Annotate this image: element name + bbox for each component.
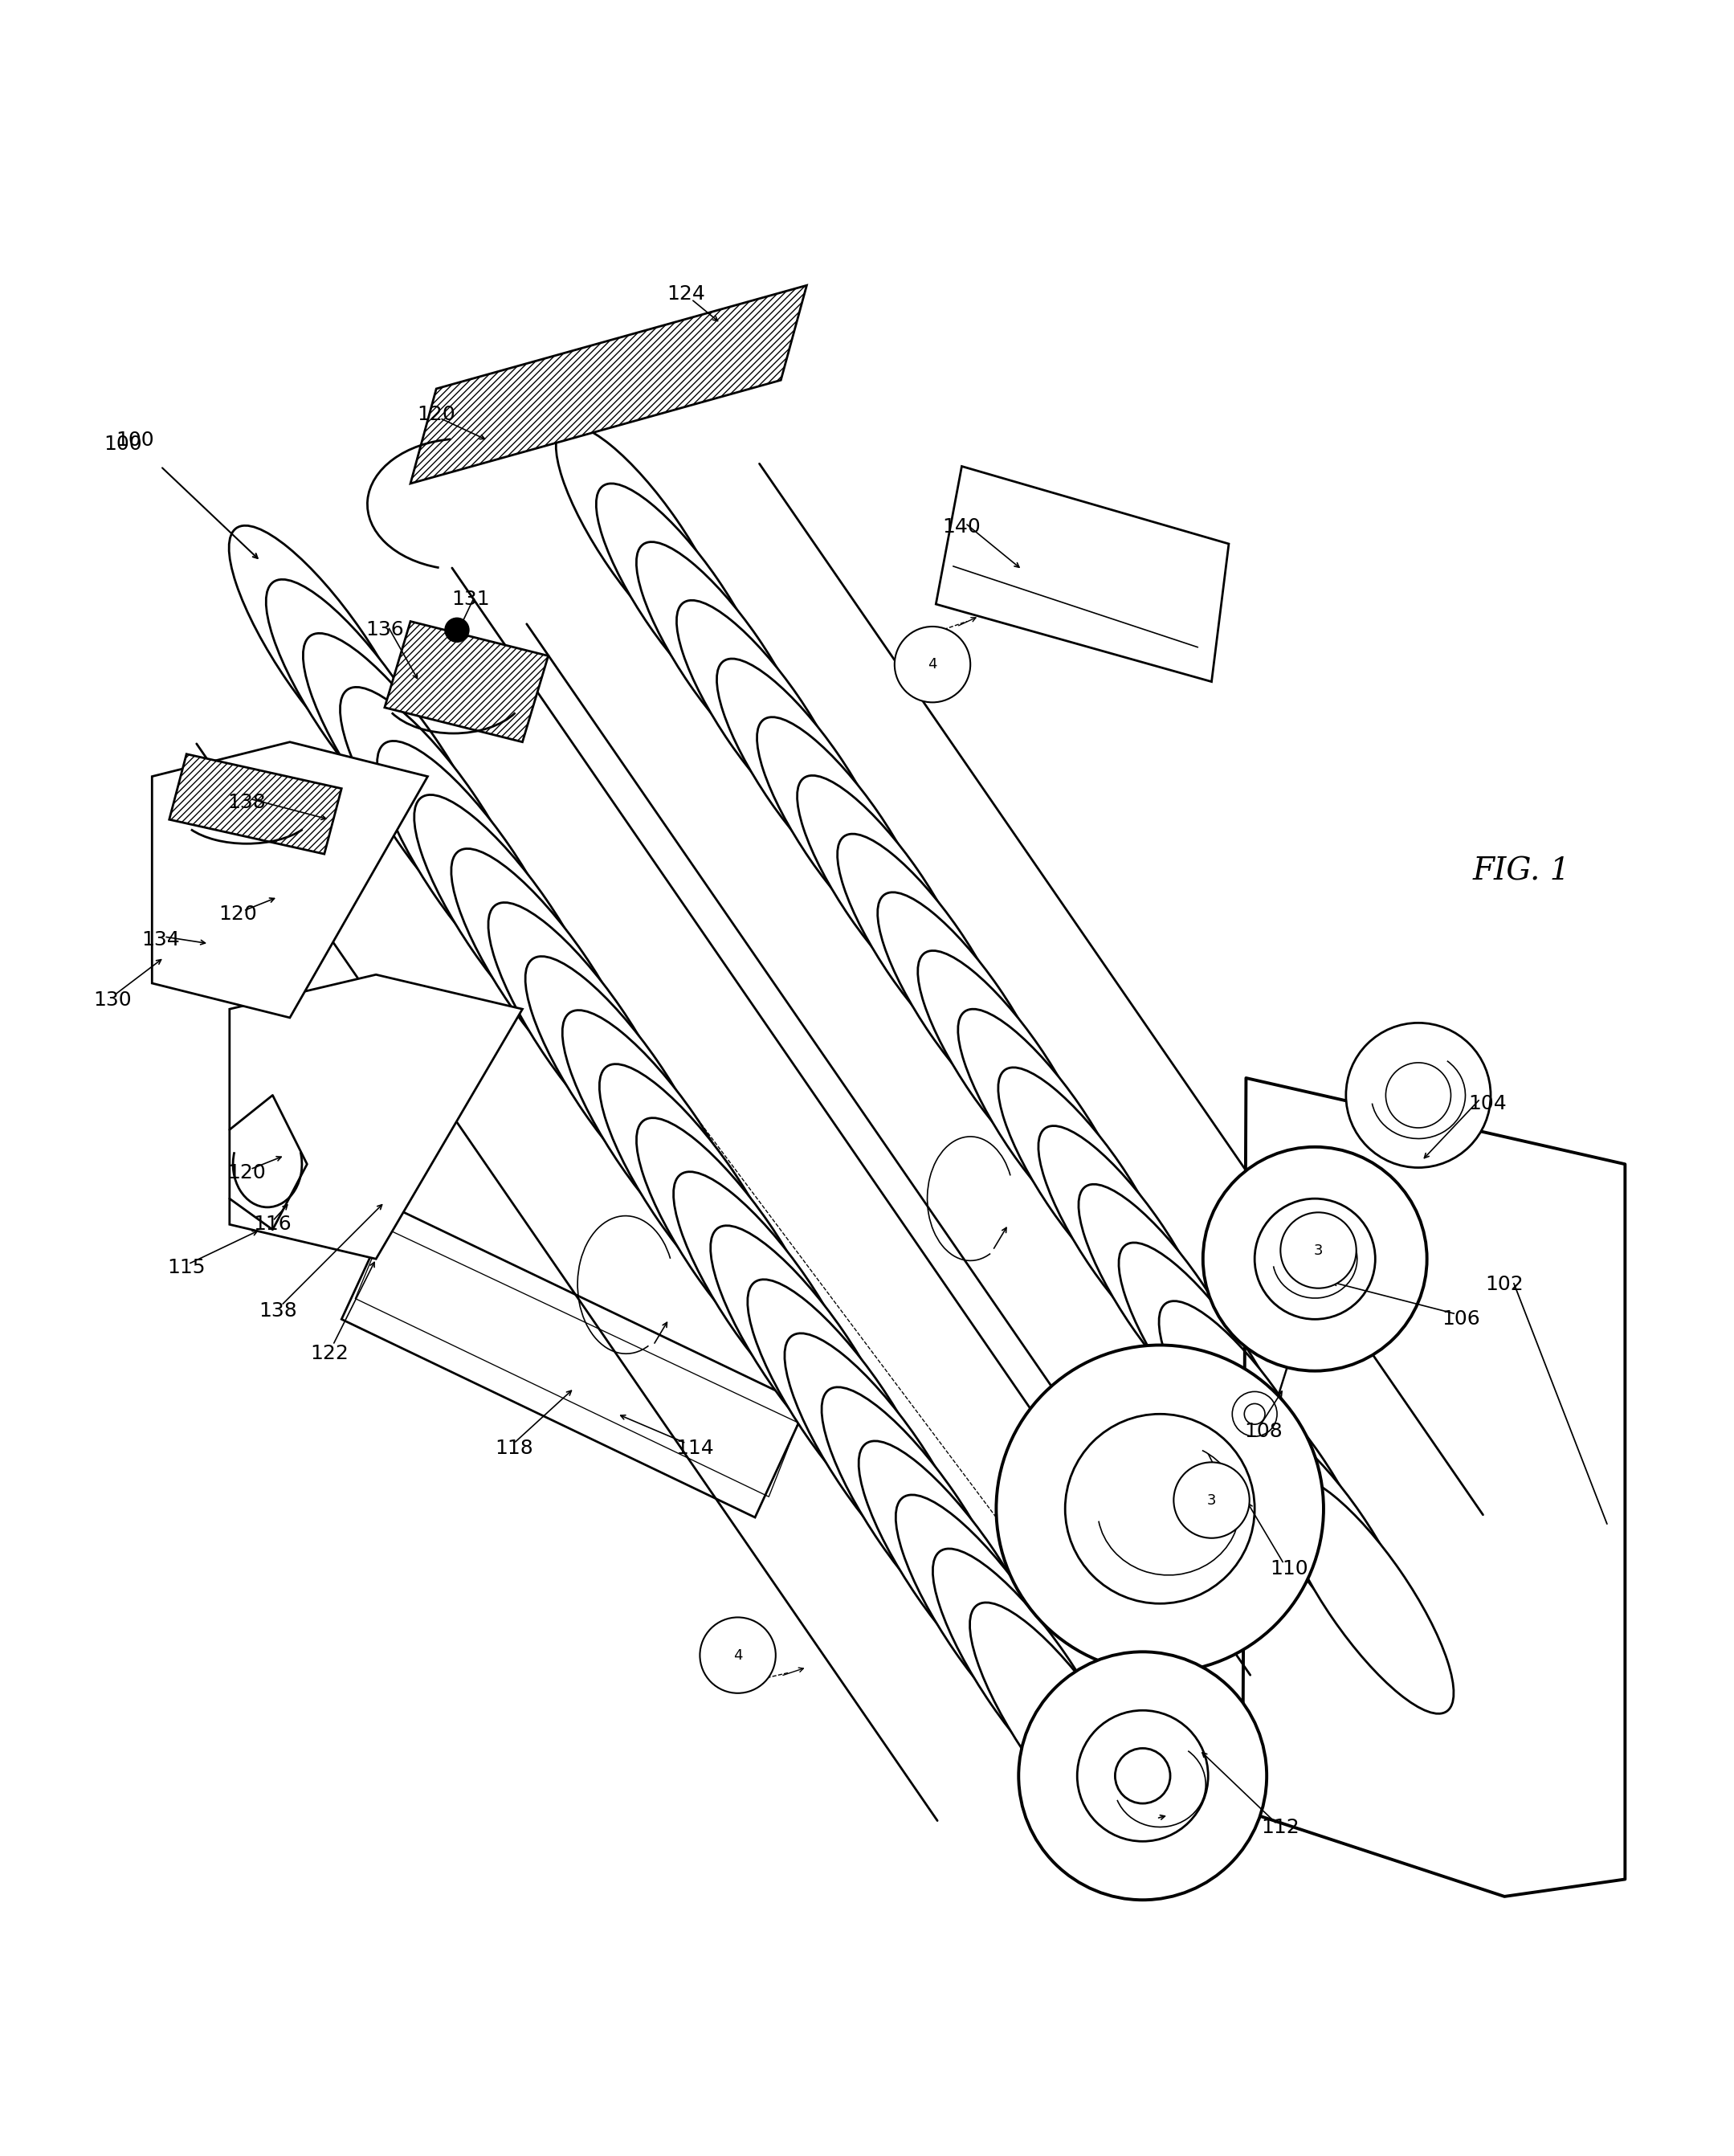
Ellipse shape (673, 1171, 864, 1432)
Ellipse shape (758, 718, 931, 955)
Ellipse shape (747, 1279, 938, 1539)
Ellipse shape (784, 1332, 975, 1593)
Circle shape (701, 1617, 775, 1692)
Ellipse shape (822, 1386, 1013, 1647)
Text: 108: 108 (1243, 1421, 1283, 1440)
Ellipse shape (636, 1119, 827, 1378)
Ellipse shape (451, 849, 642, 1108)
Circle shape (1203, 1147, 1427, 1371)
Ellipse shape (798, 776, 971, 1013)
Ellipse shape (1158, 1300, 1333, 1539)
Ellipse shape (378, 742, 567, 1003)
Text: 3: 3 (1207, 1492, 1216, 1507)
Circle shape (1174, 1462, 1250, 1537)
Text: 100: 100 (104, 433, 142, 453)
Circle shape (446, 619, 468, 642)
Text: 120: 120 (218, 906, 257, 925)
Ellipse shape (1079, 1184, 1252, 1421)
Text: 136: 136 (366, 621, 404, 640)
Text: 116: 116 (253, 1214, 291, 1233)
Ellipse shape (1200, 1360, 1373, 1598)
Text: 106: 106 (1443, 1309, 1481, 1328)
Ellipse shape (933, 1548, 1124, 1809)
Text: 140: 140 (943, 517, 981, 537)
Polygon shape (170, 755, 342, 854)
Circle shape (1280, 1212, 1356, 1289)
Polygon shape (153, 742, 428, 1018)
Ellipse shape (969, 1602, 1160, 1863)
Text: 120: 120 (227, 1162, 265, 1181)
Circle shape (1346, 1022, 1491, 1169)
Text: 4: 4 (733, 1647, 742, 1662)
Circle shape (1245, 1404, 1266, 1425)
Ellipse shape (636, 541, 810, 778)
Ellipse shape (1118, 1242, 1294, 1479)
Text: 122: 122 (310, 1343, 349, 1363)
Polygon shape (342, 1207, 806, 1518)
Ellipse shape (838, 834, 1011, 1072)
Ellipse shape (917, 951, 1092, 1188)
Ellipse shape (1240, 1419, 1413, 1656)
Text: 118: 118 (494, 1438, 532, 1457)
Text: 134: 134 (142, 931, 180, 951)
Ellipse shape (229, 526, 420, 787)
Ellipse shape (858, 1440, 1049, 1701)
Circle shape (1018, 1651, 1268, 1899)
Text: 115: 115 (168, 1257, 206, 1276)
Ellipse shape (562, 1011, 753, 1270)
Text: 138: 138 (258, 1300, 297, 1319)
Text: 114: 114 (676, 1438, 714, 1457)
Circle shape (1065, 1414, 1255, 1604)
Ellipse shape (265, 580, 456, 841)
Text: 112: 112 (1261, 1818, 1300, 1837)
Ellipse shape (716, 660, 891, 897)
Circle shape (1290, 1235, 1339, 1283)
Circle shape (1115, 1749, 1170, 1802)
Polygon shape (936, 466, 1229, 681)
Circle shape (1233, 1391, 1276, 1436)
Ellipse shape (1280, 1477, 1453, 1714)
Ellipse shape (600, 1065, 791, 1324)
Text: 104: 104 (1469, 1095, 1507, 1112)
Ellipse shape (489, 903, 680, 1162)
Ellipse shape (877, 893, 1053, 1130)
Ellipse shape (414, 796, 605, 1054)
Text: 4: 4 (928, 658, 936, 673)
Ellipse shape (676, 599, 851, 839)
Polygon shape (229, 975, 522, 1259)
Text: 138: 138 (227, 793, 265, 813)
Ellipse shape (711, 1225, 902, 1485)
Ellipse shape (1039, 1125, 1212, 1363)
Ellipse shape (557, 425, 730, 662)
Circle shape (997, 1345, 1323, 1673)
Text: 130: 130 (94, 992, 132, 1011)
Text: 120: 120 (418, 405, 456, 425)
Ellipse shape (999, 1067, 1172, 1304)
Circle shape (1255, 1199, 1375, 1319)
Text: 110: 110 (1269, 1559, 1307, 1578)
Text: 100: 100 (116, 431, 154, 451)
Ellipse shape (525, 957, 716, 1216)
Text: 131: 131 (451, 589, 491, 608)
Text: 3: 3 (1314, 1244, 1323, 1257)
Ellipse shape (340, 688, 531, 949)
Ellipse shape (896, 1494, 1087, 1755)
Circle shape (1077, 1710, 1209, 1841)
Text: 124: 124 (668, 285, 706, 304)
Ellipse shape (957, 1009, 1132, 1246)
Text: 102: 102 (1486, 1274, 1524, 1294)
Ellipse shape (303, 634, 494, 895)
Text: FIG. 1: FIG. 1 (1472, 856, 1571, 886)
Ellipse shape (596, 483, 770, 720)
Polygon shape (385, 621, 548, 742)
Circle shape (895, 627, 971, 703)
Polygon shape (411, 285, 806, 483)
Circle shape (1385, 1063, 1451, 1128)
